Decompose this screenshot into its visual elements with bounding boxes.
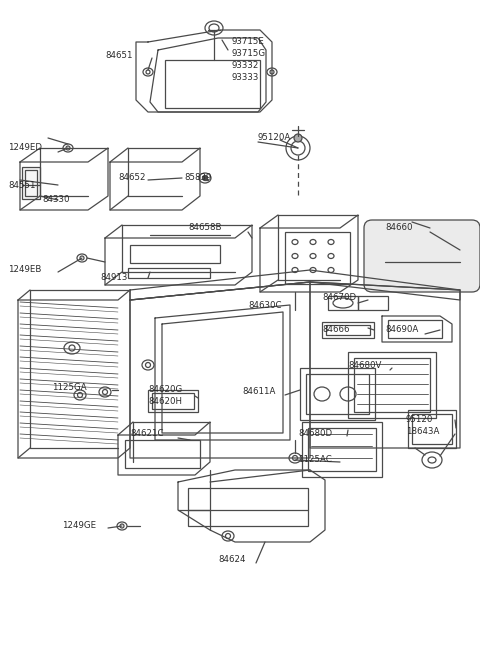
Text: 18643A: 18643A: [406, 428, 439, 436]
Bar: [322, 322, 374, 338]
Text: 93333: 93333: [232, 73, 259, 83]
Bar: [412, 414, 452, 444]
Ellipse shape: [203, 176, 207, 181]
Bar: [125, 440, 200, 468]
Bar: [388, 320, 442, 338]
Bar: [148, 390, 198, 412]
Bar: [25, 170, 37, 196]
Text: 84620G: 84620G: [148, 386, 182, 394]
Bar: [308, 428, 376, 471]
Bar: [22, 167, 40, 199]
Text: 95120: 95120: [406, 415, 433, 424]
Bar: [128, 268, 210, 278]
Text: 84670D: 84670D: [322, 293, 356, 303]
Text: 1249ED: 1249ED: [8, 143, 42, 153]
Text: 1249EB: 1249EB: [8, 265, 41, 274]
Bar: [328, 296, 358, 310]
Text: 95120A: 95120A: [258, 134, 291, 143]
Text: 84690A: 84690A: [385, 326, 418, 335]
Text: 84611A: 84611A: [242, 388, 276, 396]
Text: 1125AC: 1125AC: [298, 455, 332, 464]
Bar: [285, 232, 350, 284]
Text: 84651: 84651: [105, 50, 132, 60]
Text: 84624: 84624: [218, 555, 245, 565]
Text: 84660: 84660: [385, 223, 412, 233]
Bar: [152, 393, 194, 409]
Bar: [358, 296, 388, 310]
Bar: [348, 352, 436, 418]
Text: 93715E: 93715E: [232, 37, 265, 47]
Text: 93332: 93332: [232, 62, 259, 71]
Text: 84330: 84330: [42, 195, 70, 204]
Text: 84666: 84666: [322, 326, 349, 335]
Bar: [408, 410, 456, 448]
Text: 1249GE: 1249GE: [62, 521, 96, 531]
Bar: [302, 422, 382, 477]
Text: 84913: 84913: [100, 274, 127, 282]
Bar: [188, 488, 308, 526]
Bar: [130, 245, 220, 263]
Ellipse shape: [294, 134, 302, 142]
Bar: [326, 325, 370, 335]
Text: 84551: 84551: [8, 181, 36, 189]
Bar: [300, 368, 375, 420]
Bar: [306, 374, 369, 414]
Text: 84620H: 84620H: [148, 398, 182, 407]
Text: 84658B: 84658B: [188, 223, 221, 233]
Text: 84652: 84652: [118, 174, 145, 183]
Text: 1125GA: 1125GA: [52, 383, 86, 392]
Text: 84621C: 84621C: [130, 430, 164, 438]
Text: 84680D: 84680D: [298, 430, 332, 438]
Text: 85839: 85839: [184, 174, 211, 183]
Text: 93715G: 93715G: [232, 50, 266, 58]
Text: 84630C: 84630C: [248, 301, 281, 310]
Text: 84680V: 84680V: [348, 362, 382, 371]
FancyBboxPatch shape: [364, 220, 480, 292]
Bar: [165, 60, 260, 108]
Bar: [354, 358, 430, 412]
